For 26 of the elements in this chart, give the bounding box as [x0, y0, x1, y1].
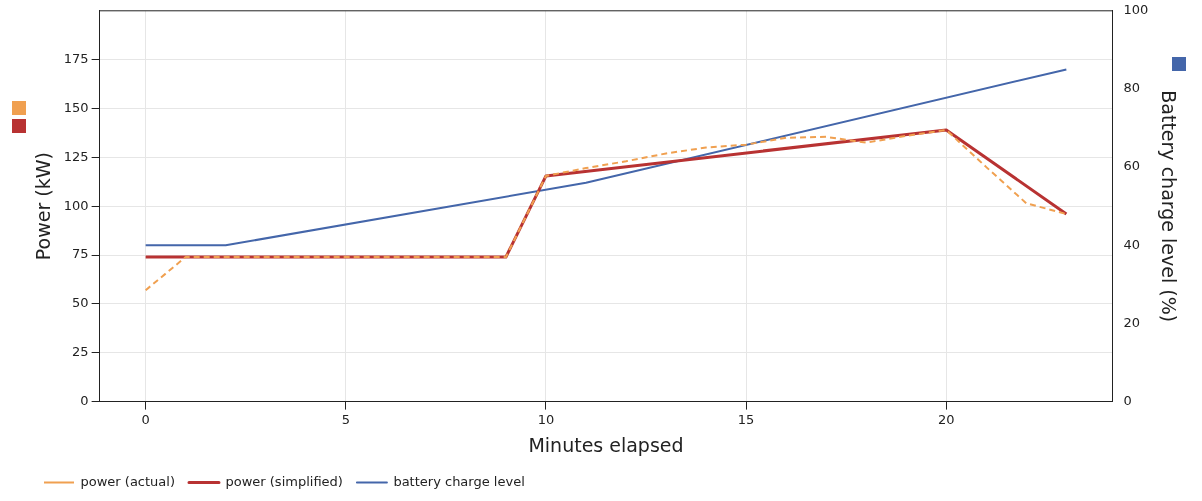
y2-tick-label: 40: [1123, 236, 1140, 252]
y2-tick-label: 0: [1123, 392, 1132, 408]
y-tick-label: 0: [80, 392, 89, 408]
y2-tick-label: 80: [1123, 80, 1140, 96]
x-tick-label: 10: [537, 411, 555, 427]
x-tick-label: 0: [141, 411, 150, 427]
y2-tick-label: 20: [1123, 314, 1140, 330]
y-tick-label: 175: [63, 51, 89, 67]
legend-label: power (actual): [80, 473, 175, 489]
x-tick-label: 15: [737, 411, 755, 427]
y-tick-label: 100: [63, 197, 89, 213]
y-tick-label: 75: [72, 246, 89, 262]
legend-label: battery charge level: [393, 473, 525, 489]
y2-axis-title: Battery charge level (%): [1157, 90, 1180, 323]
x-tick-label: 20: [937, 411, 955, 427]
y2-tick-label: 100: [1123, 2, 1149, 18]
legend-label: power (simplified): [225, 473, 343, 489]
y-tick-label: 25: [72, 344, 89, 360]
line-series: [144, 128, 1068, 292]
y2-tick-label: 60: [1123, 158, 1140, 174]
y-tick-label: 50: [72, 295, 89, 311]
y-tick-label: 150: [63, 99, 89, 115]
x-tick-label: 5: [341, 411, 350, 427]
x-axis-title: Minutes elapsed: [528, 433, 684, 456]
y-axis-title: Power (kW): [32, 152, 55, 261]
y-tick-label: 125: [63, 148, 89, 164]
